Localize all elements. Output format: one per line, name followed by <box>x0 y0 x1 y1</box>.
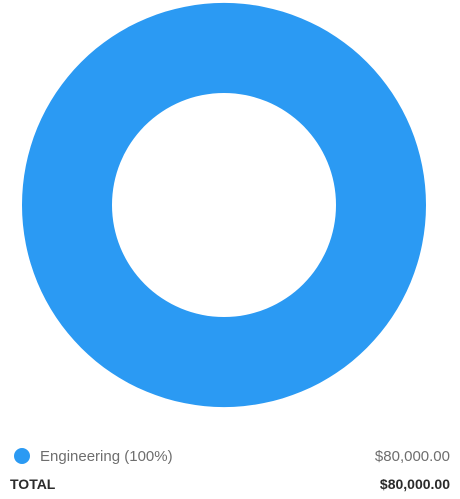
legend-item-engineering[interactable]: Engineering (100%) $80,000.00 <box>10 444 450 468</box>
legend-item-value: $80,000.00 <box>374 447 450 465</box>
total-value: $80,000.00 <box>379 476 450 492</box>
total-row: TOTAL $80,000.00 <box>10 472 450 496</box>
donut-chart <box>21 2 427 408</box>
legend-item-label: Engineering (100%) <box>40 447 173 465</box>
donut-slice-engineering[interactable] <box>21 2 427 408</box>
total-label: TOTAL <box>10 476 56 492</box>
legend-color-dot <box>14 448 30 464</box>
chart-legend: Engineering (100%) $80,000.00 TOTAL $80,… <box>10 444 450 496</box>
legend-item-left: Engineering (100%) <box>10 448 173 465</box>
